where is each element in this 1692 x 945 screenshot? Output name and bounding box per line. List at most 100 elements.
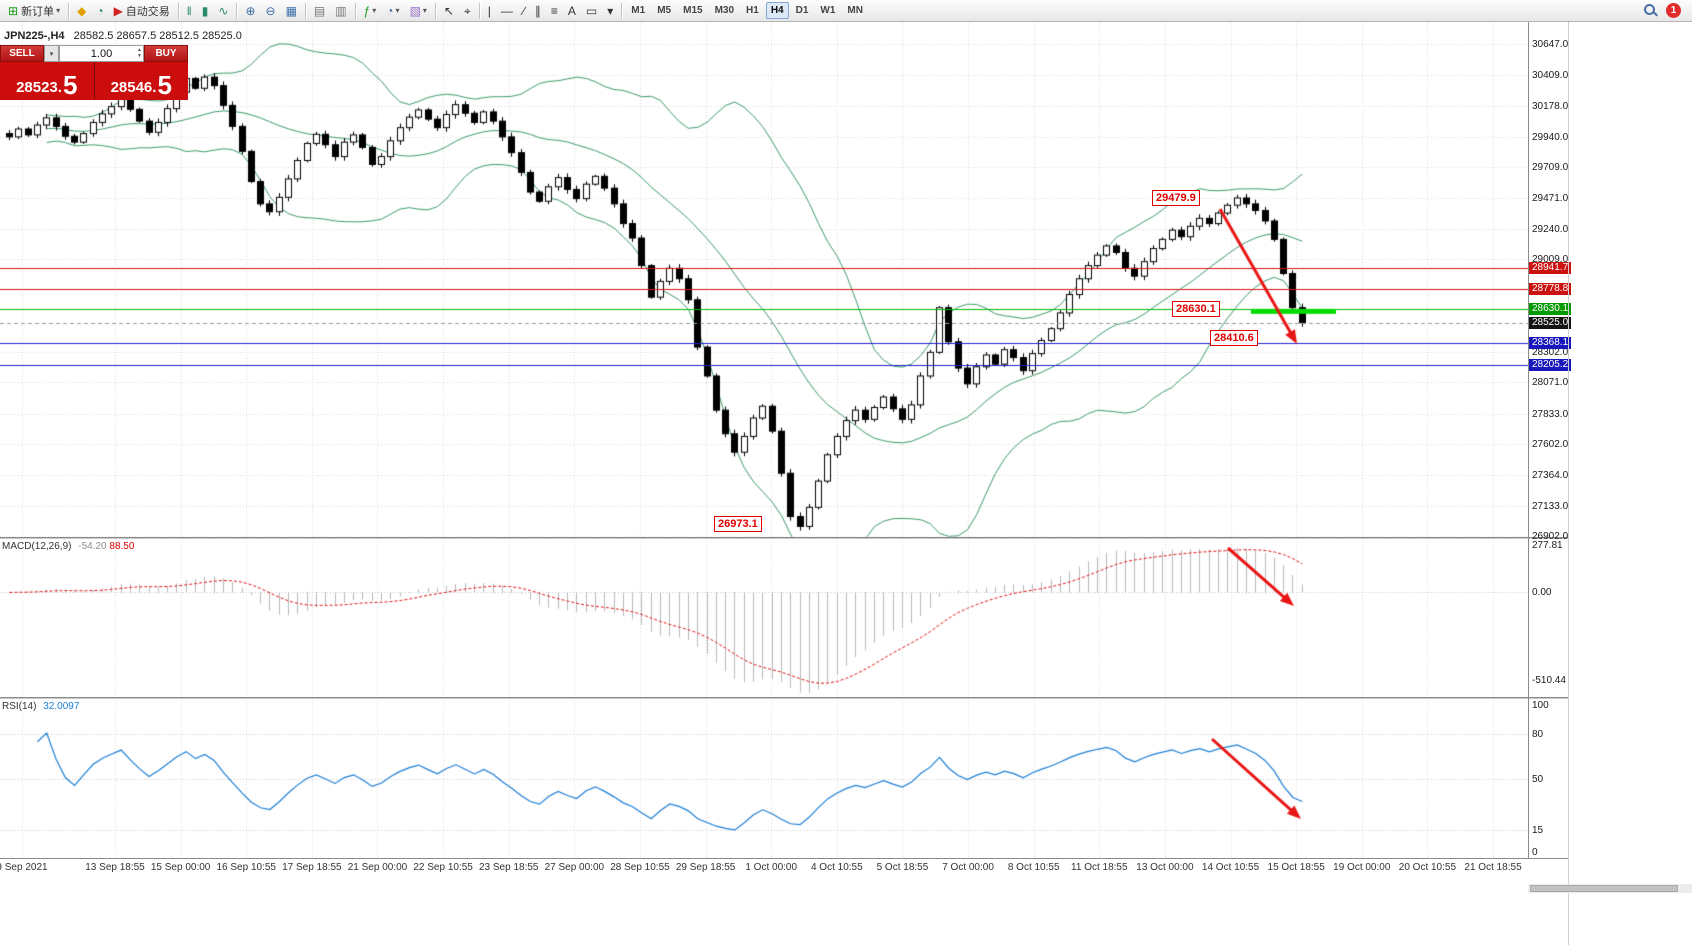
panel-splitter-macd[interactable]	[0, 537, 1568, 539]
rsi-value: 32.0097	[43, 701, 80, 712]
text-label-button[interactable]: ▭	[582, 1, 601, 21]
timeframe-m30-button[interactable]: M30	[714, 5, 735, 16]
rsi-name: RSI(14)	[2, 701, 37, 712]
time-axis-label: 28 Sep 10:55	[610, 862, 670, 873]
bar-chart-mode-icon: ‖	[186, 3, 192, 18]
toolbar-separator	[478, 2, 480, 19]
periods-button[interactable]: ◔ ▾	[382, 1, 403, 21]
chevron-down-icon: ▾	[372, 6, 377, 15]
time-axis-label: 13 Sep 18:55	[85, 862, 145, 873]
zoom-out-icon: ⊖	[265, 3, 276, 18]
time-axis-label: 22 Sep 10:55	[413, 862, 473, 873]
one-click-trading-panel: SELL ▾ 1.00 ▲ ▼ BUY 28523. 5 28546. 5	[0, 45, 188, 100]
spin-down-icon: ▼	[137, 53, 142, 59]
periods-icon: ◔	[386, 3, 394, 18]
buy-price-main: 28546.	[110, 79, 157, 96]
vertical-line-button[interactable]: |	[484, 1, 495, 21]
shapes-button[interactable]: ▾	[603, 1, 617, 21]
timeframe-m5-button[interactable]: M5	[657, 5, 672, 16]
indicators-list-button[interactable]: ƒ ▾	[360, 1, 381, 21]
auto-scroll-icon: ▤	[313, 3, 326, 18]
toolbar-separator	[434, 2, 436, 19]
toolbar-right: 1	[1643, 3, 1689, 18]
navigator-button[interactable]: ◆	[73, 1, 90, 21]
rsi-axis-label: 80	[1532, 729, 1544, 741]
trade-options-dropdown[interactable]: ▾	[44, 45, 59, 62]
bar-chart-mode-button[interactable]: ‖	[183, 1, 196, 21]
time-axis-label: 15 Oct 18:55	[1267, 862, 1325, 873]
cursor-button[interactable]: ↖	[440, 1, 458, 21]
ohlc-values: 28582.5 28657.5 28512.5 28525.0	[73, 30, 242, 42]
volume-value: 1.00	[90, 47, 113, 60]
sell-button[interactable]: SELL	[0, 45, 44, 62]
price-chart-canvas[interactable]	[0, 22, 1568, 878]
time-axis-label: 29 Sep 18:55	[675, 862, 736, 873]
chevron-down-icon: ▾	[56, 6, 61, 15]
time-axis-label: 16 Sep 10:55	[216, 862, 276, 873]
timeframe-mn-button[interactable]: MN	[847, 5, 863, 16]
horizontal-line-icon: —	[500, 3, 513, 18]
market-watch-button[interactable]: ◔	[92, 1, 107, 21]
auto-scroll-button[interactable]: ▤	[310, 1, 329, 21]
timeframe-m1-button[interactable]: M1	[631, 5, 646, 16]
equidistant-channel-button[interactable]: ∥	[531, 1, 545, 21]
chevron-down-icon: ▾	[422, 6, 427, 15]
volume-spinner[interactable]: ▲ ▼	[137, 47, 142, 59]
fibonacci-retracement-button[interactable]: ≡	[547, 1, 562, 21]
line-chart-mode-button[interactable]: ∿	[214, 1, 232, 21]
autotrading-button[interactable]: ▶ 自动交易	[110, 1, 174, 21]
fibonacci-retracement-icon: ≡	[550, 3, 558, 18]
price-axis-label: 27364.0	[1532, 470, 1569, 482]
scrollbar-thumb[interactable]	[1530, 885, 1678, 892]
search-icon[interactable]	[1643, 3, 1658, 18]
templates-button[interactable]: ▧ ▾	[406, 1, 431, 21]
timeframe-h1-button[interactable]: H1	[746, 5, 759, 16]
templates-icon: ▧	[409, 3, 421, 18]
notification-badge[interactable]: 1	[1666, 3, 1681, 18]
trade-prices-row: 28523. 5 28546. 5	[0, 62, 188, 100]
price-axis-label: 29940.0	[1532, 131, 1569, 143]
chevron-down-icon: ▾	[49, 50, 54, 58]
time-axis-label: 20 Oct 10:55	[1398, 862, 1457, 873]
tile-windows-button[interactable]: ▦	[282, 1, 301, 21]
rsi-indicator-label: RSI(14) 32.0097	[2, 701, 79, 712]
time-axis-label: 13 Oct 00:00	[1136, 862, 1194, 873]
macd-signal-value: 88.50	[109, 541, 135, 552]
cursor-icon: ↖	[443, 3, 454, 18]
candlestick-mode-button[interactable]: ▮	[198, 1, 213, 21]
time-axis-label: 7 Oct 00:00	[942, 862, 994, 873]
panel-splitter-rsi[interactable]	[0, 697, 1568, 699]
time-axis-label: 14 Oct 10:55	[1201, 862, 1260, 873]
autotrading-icon: ▶	[113, 3, 123, 18]
toolbar-separator	[304, 2, 306, 19]
chart-window[interactable]: JPN225-,H4 28582.5 28657.5 28512.5 28525…	[0, 22, 1572, 945]
macd-axis-label: 0.00	[1532, 587, 1552, 599]
macd-indicator-label: MACD(12,26,9) -54.20 88.50	[2, 541, 134, 552]
rsi-axis-label: 15	[1532, 824, 1544, 836]
price-badge: 28525.0	[1529, 316, 1572, 329]
buy-button[interactable]: BUY	[144, 45, 188, 62]
time-axis-label: 23 Sep 18:55	[478, 862, 539, 873]
new-order-button[interactable]: ⊞ 新订单 ▾	[4, 1, 64, 21]
timeframe-d1-button[interactable]: D1	[795, 5, 809, 16]
buy-price[interactable]: 28546. 5	[94, 62, 188, 100]
sell-price[interactable]: 28523. 5	[0, 62, 95, 100]
symbol-period-label: JPN225-,H4	[4, 30, 65, 42]
toolbar: ⊞ 新订单 ▾ ◆ ◔ ▶ 自动交易 ‖ ▮ ∿ ⊕ ⊖ ▦ ▤ ▥ ƒ ▾ ◔ ▾ ▧ ▾ ↖ ⌖ | — ∕ ∥ ≡ A ▭ ▾ M1 M5…	[0, 0, 1692, 22]
timeframe-w1-button[interactable]: W1	[820, 5, 836, 16]
text-button[interactable]: A	[564, 1, 580, 21]
time-axis-label: 9 Sep 2021	[0, 862, 48, 873]
time-axis-label: 17 Sep 18:55	[282, 862, 342, 873]
zoom-in-button[interactable]: ⊕	[241, 1, 259, 21]
tile-windows-icon: ▦	[285, 3, 297, 18]
zoom-out-button[interactable]: ⊖	[262, 1, 280, 21]
horizontal-scrollbar[interactable]	[1528, 884, 1692, 893]
trendline-button[interactable]: ∕	[519, 1, 529, 21]
time-axis-label: 8 Oct 10:55	[1007, 862, 1060, 873]
timeframe-m15-button[interactable]: M15	[683, 5, 703, 16]
crosshair-button[interactable]: ⌖	[460, 1, 475, 21]
chart-shift-button[interactable]: ▥	[331, 1, 350, 21]
volume-input[interactable]: 1.00 ▲ ▼	[59, 45, 144, 62]
horizontal-line-button[interactable]: —	[497, 1, 517, 21]
timeframe-h4-button[interactable]: H4	[765, 2, 789, 19]
